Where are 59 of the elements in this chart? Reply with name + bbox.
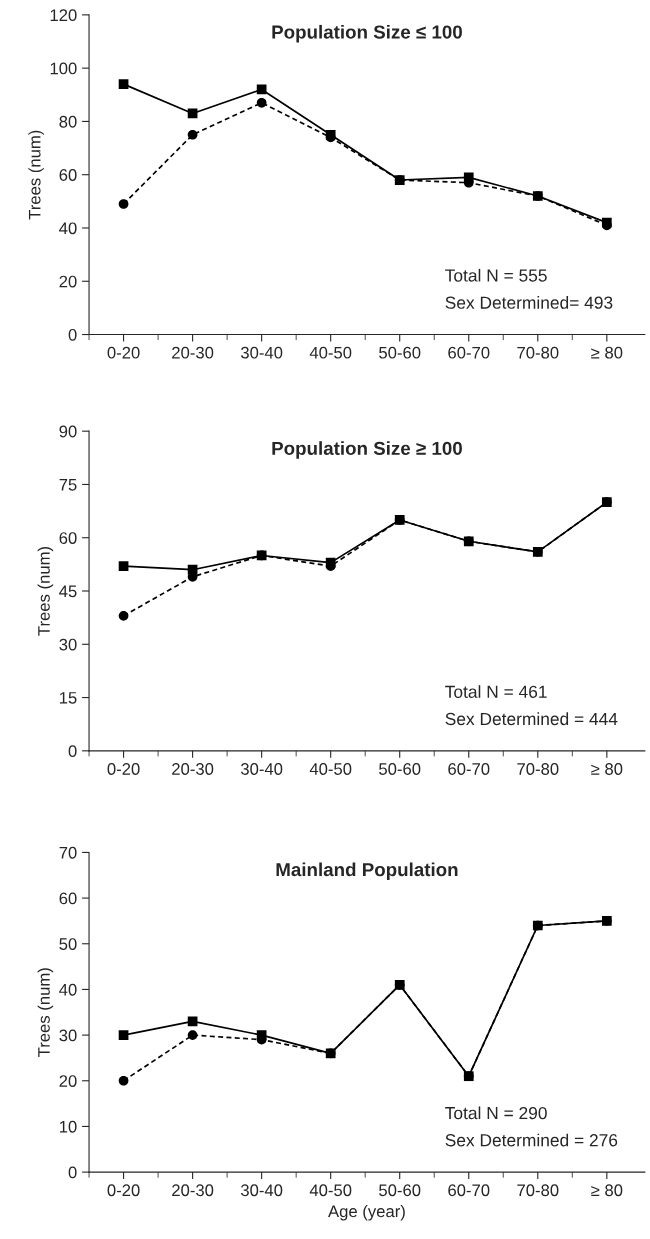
x-tick-label: 40-50	[309, 1184, 352, 1197]
annotation: Sex Determined = 276	[445, 1133, 618, 1147]
text: Mainland Population	[276, 862, 458, 880]
y-tick-label: 45	[59, 585, 77, 598]
x-tick-label: 60-70	[448, 1184, 490, 1197]
y-tick-label: 60	[59, 892, 77, 905]
x-tick-label: 50-60	[379, 346, 421, 359]
y-tick-label: 0	[68, 745, 77, 758]
x-tick-label: 0-20	[107, 763, 140, 775]
text: Population Size ≥ 100	[272, 441, 462, 459]
y-tick-label: 50	[59, 938, 77, 950]
x-tick-label: ≥ 80	[591, 1184, 623, 1197]
y-tick-label: 40	[59, 983, 77, 996]
text: Population Size ≤ 100	[272, 24, 462, 43]
x-tick-label: 60-70	[448, 346, 490, 359]
y-tick-label: 70	[59, 846, 77, 859]
y-tick-label: 30	[59, 638, 77, 651]
annotation: Sex Determined = 444	[445, 712, 618, 726]
annotation: Total N = 290	[445, 1106, 547, 1120]
y-tick-label: 30	[59, 1029, 77, 1042]
x-tick-label: 30-40	[240, 346, 283, 359]
x-axis-title: Age (year)	[328, 1204, 405, 1221]
x-tick-label: 20-30	[172, 763, 214, 775]
y-tick-label: 60	[59, 532, 77, 544]
annotation: Total N = 461	[445, 685, 547, 698]
y-tick-label: 60	[59, 169, 77, 181]
x-tick-label: 40-50	[309, 346, 352, 359]
x-tick-label: 40-50	[309, 763, 352, 775]
x-tick-label: 50-60	[379, 763, 421, 775]
x-tick-label: 20-30	[172, 346, 214, 359]
y-tick-label: 80	[59, 115, 77, 128]
x-tick-label: ≥ 80	[591, 346, 623, 359]
x-tick-label: 0-20	[107, 346, 140, 359]
y-axis-title: Trees (num)	[37, 546, 54, 636]
y-tick-label: 90	[59, 425, 77, 438]
annotation: Sex Determined= 493	[445, 296, 613, 309]
x-tick-label: 20-30	[172, 1184, 214, 1197]
x-tick-label: 50-60	[379, 1184, 421, 1197]
y-tick-label: 100	[50, 62, 77, 75]
y-tick-label: 120	[50, 9, 77, 22]
x-tick-label: 0-20	[107, 1184, 140, 1197]
x-tick-label: 70-80	[517, 346, 559, 359]
y-tick-label: 0	[68, 1166, 77, 1179]
y-tick-label: 40	[59, 222, 77, 235]
y-tick-label: 20	[59, 1075, 77, 1087]
annotation: Total N = 555	[445, 268, 547, 282]
y-tick-label: 0	[68, 328, 77, 341]
x-tick-label: ≥ 80	[591, 763, 623, 775]
y-tick-label: 20	[59, 275, 77, 288]
y-axis-title: Trees (num)	[28, 130, 44, 220]
x-tick-label: 70-80	[517, 1184, 559, 1197]
x-tick-label: 60-70	[448, 763, 490, 775]
y-tick-label: 15	[59, 692, 77, 704]
x-tick-label: 30-40	[240, 763, 283, 775]
y-tick-label: 75	[59, 479, 77, 491]
y-axis-title: Trees (num)	[37, 968, 54, 1057]
x-tick-label: 30-40	[240, 1184, 283, 1197]
y-tick-label: 10	[59, 1120, 77, 1133]
x-tick-label: 70-80	[517, 763, 559, 775]
